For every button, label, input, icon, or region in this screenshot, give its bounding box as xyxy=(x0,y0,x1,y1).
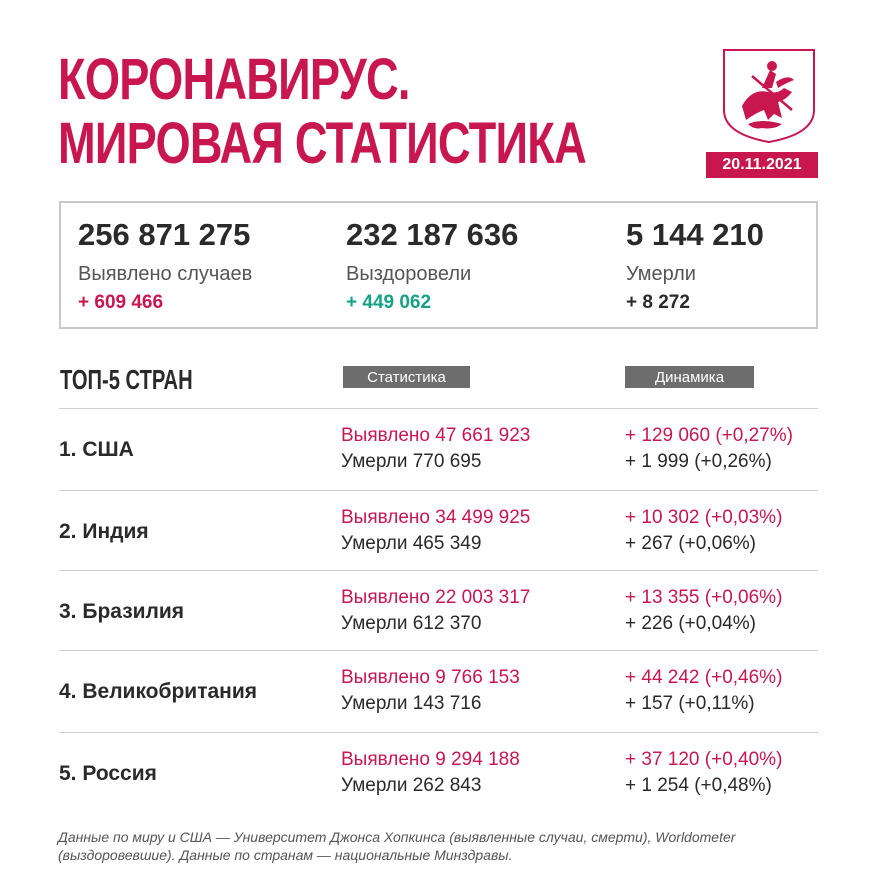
deaths-total: 5 144 210 xyxy=(626,217,764,252)
country-stats: Выявлено 9 766 153 Умерли 143 716 xyxy=(341,665,520,717)
country-dynamics: + 13 355 (+0,06%) + 226 (+0,04%) xyxy=(625,585,782,637)
dynamics-column-header: Динамика xyxy=(625,366,754,388)
page-title: КОРОНАВИРУС. МИРОВАЯ СТАТИСТИКА xyxy=(58,47,587,176)
country-name: 3. Бразилия xyxy=(59,599,185,623)
country-dynamics: + 44 242 (+0,46%) + 157 (+0,11%) xyxy=(625,665,782,717)
country-deaths-delta: + 157 (+0,11%) xyxy=(625,693,755,714)
deaths-delta: + 8 272 xyxy=(626,292,690,313)
source-footnote: Данные по миру и США — Университет Джонс… xyxy=(58,829,736,863)
country-deaths: Умерли 465 349 xyxy=(341,533,482,554)
country-dynamics: + 37 120 (+0,40%) + 1 254 (+0,48%) xyxy=(625,747,782,799)
country-name: 1. США xyxy=(59,437,134,461)
title-line-2: МИРОВАЯ СТАТИСТИКА xyxy=(58,111,587,176)
country-deaths-delta: + 1 999 (+0,26%) xyxy=(625,451,772,472)
country-cases: Выявлено 9 766 153 xyxy=(341,667,520,688)
country-cases: Выявлено 9 294 188 xyxy=(341,749,520,770)
country-name: 4. Великобритания xyxy=(59,679,258,703)
cases-delta: + 609 466 xyxy=(78,292,164,313)
country-deaths-delta: + 1 254 (+0,48%) xyxy=(625,775,772,796)
country-stats: Выявлено 9 294 188 Умерли 262 843 xyxy=(341,747,520,799)
recovered-label: Выздоровели xyxy=(346,263,472,285)
country-stats: Выявлено 34 499 925 Умерли 465 349 xyxy=(341,505,530,557)
country-deaths-delta: + 267 (+0,06%) xyxy=(625,533,756,554)
recovered-total: 232 187 636 xyxy=(346,217,519,252)
top5-heading: ТОП-5 СТРАН xyxy=(60,364,193,395)
country-cases-delta: + 10 302 (+0,03%) xyxy=(625,507,783,528)
country-dynamics: + 10 302 (+0,03%) + 267 (+0,06%) xyxy=(625,505,782,557)
table-row: 2. Индия Выявлено 34 499 925 Умерли 465 … xyxy=(59,490,818,571)
country-cases: Выявлено 22 003 317 xyxy=(341,587,531,608)
moscow-coat-of-arms-icon xyxy=(723,49,815,144)
country-cases-delta: + 129 060 (+0,27%) xyxy=(625,425,793,446)
country-deaths: Умерли 262 843 xyxy=(341,775,482,796)
recovered-delta: + 449 062 xyxy=(346,292,432,313)
country-stats: Выявлено 22 003 317 Умерли 612 370 xyxy=(341,585,530,637)
summary-deaths: 5 144 210 Умерли + 8 272 xyxy=(626,217,764,314)
country-deaths: Умерли 770 695 xyxy=(341,451,482,472)
title-line-1: КОРОНАВИРУС. xyxy=(58,47,410,112)
country-deaths: Умерли 612 370 xyxy=(341,613,482,634)
country-cases: Выявлено 47 661 923 xyxy=(341,425,531,446)
country-name: 5. Россия xyxy=(59,761,157,785)
date-badge: 20.11.2021 xyxy=(706,152,818,178)
deaths-label: Умерли xyxy=(626,263,696,285)
table-row: 1. США Выявлено 47 661 923 Умерли 770 69… xyxy=(59,408,818,489)
stats-column-header: Статистика xyxy=(343,366,470,388)
country-stats: Выявлено 47 661 923 Умерли 770 695 xyxy=(341,423,530,475)
cases-total: 256 871 275 xyxy=(78,217,251,252)
country-deaths-delta: + 226 (+0,04%) xyxy=(625,613,756,634)
cases-label: Выявлено случаев xyxy=(78,263,253,285)
table-row: 4. Великобритания Выявлено 9 766 153 Уме… xyxy=(59,650,818,731)
summary-cases: 256 871 275 Выявлено случаев + 609 466 xyxy=(78,217,252,314)
table-row: 5. Россия Выявлено 9 294 188 Умерли 262 … xyxy=(59,732,818,813)
country-deaths: Умерли 143 716 xyxy=(341,693,482,714)
world-summary-box: 256 871 275 Выявлено случаев + 609 466 2… xyxy=(59,201,818,329)
country-dynamics: + 129 060 (+0,27%) + 1 999 (+0,26%) xyxy=(625,423,793,475)
country-cases: Выявлено 34 499 925 xyxy=(341,507,531,528)
table-row: 3. Бразилия Выявлено 22 003 317 Умерли 6… xyxy=(59,570,818,651)
country-cases-delta: + 13 355 (+0,06%) xyxy=(625,587,783,608)
country-cases-delta: + 37 120 (+0,40%) xyxy=(625,749,783,770)
country-name: 2. Индия xyxy=(59,519,149,543)
summary-recovered: 232 187 636 Выздоровели + 449 062 xyxy=(346,217,518,314)
country-cases-delta: + 44 242 (+0,46%) xyxy=(625,667,783,688)
